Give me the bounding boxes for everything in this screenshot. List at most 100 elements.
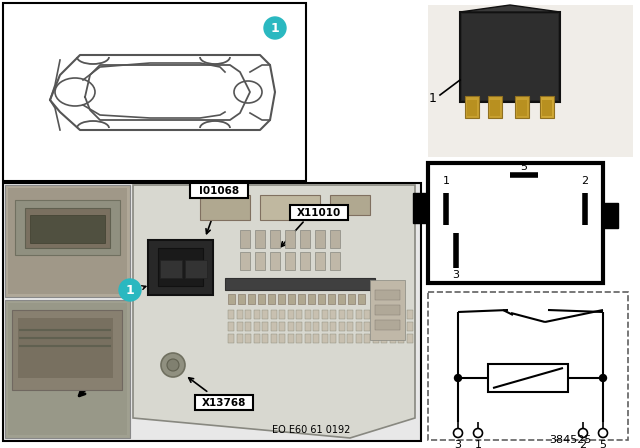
Bar [308,294,315,304]
Text: 3: 3 [454,440,461,448]
Bar [240,230,250,248]
Bar [200,195,250,220]
Bar [347,310,353,319]
Circle shape [167,359,179,371]
Bar [330,195,370,215]
Bar [245,334,251,343]
Bar [328,294,335,304]
Text: X13768: X13768 [202,397,246,408]
Bar [285,252,295,270]
Bar [3,183,421,441]
Bar [372,334,378,343]
Bar [428,163,603,283]
Bar [406,322,413,331]
Text: I01068: I01068 [199,185,239,195]
Bar [305,334,310,343]
Bar [315,230,325,248]
Bar [339,334,344,343]
Bar [240,252,250,270]
Bar [398,334,404,343]
Bar [15,200,120,255]
Bar [238,294,245,304]
Bar [428,5,633,157]
Text: 5: 5 [600,440,607,448]
Bar [398,310,404,319]
Bar [330,252,340,270]
Bar [375,290,400,300]
Bar [237,334,243,343]
Bar [364,334,370,343]
Bar [381,310,387,319]
Bar [270,252,280,270]
Bar [321,310,328,319]
Bar [375,320,400,330]
Bar [228,322,234,331]
Bar [370,280,405,340]
Bar [330,334,336,343]
Text: 1: 1 [429,91,437,104]
Bar [305,310,310,319]
Text: 2: 2 [581,176,589,186]
Bar [355,310,362,319]
Bar [515,96,529,118]
Text: X11010: X11010 [297,207,341,217]
Bar [271,334,276,343]
Circle shape [454,428,463,438]
Bar [30,215,105,243]
Bar [5,300,130,438]
Bar [428,292,628,440]
Text: 1: 1 [271,22,280,34]
Bar [25,208,110,248]
Bar [313,310,319,319]
Bar [260,195,320,220]
Bar [237,310,243,319]
Text: 1: 1 [474,440,481,448]
Bar [603,203,618,228]
Bar [390,322,396,331]
Bar [467,100,477,116]
Bar [268,294,275,304]
Bar [262,310,268,319]
Bar [228,334,234,343]
Circle shape [454,375,461,382]
Bar [271,310,276,319]
Bar [364,310,370,319]
Bar [279,310,285,319]
Bar [5,185,130,297]
Bar [225,278,375,290]
Bar [287,322,294,331]
Bar [372,310,378,319]
Bar [287,334,294,343]
Text: EO E60 61 0192: EO E60 61 0192 [271,425,350,435]
Bar [348,294,355,304]
Bar [279,322,285,331]
Bar [18,318,113,378]
Bar [278,294,285,304]
Circle shape [598,428,607,438]
Bar [285,230,295,248]
Bar [390,334,396,343]
Bar [347,322,353,331]
Bar [262,322,268,331]
Bar [406,334,413,343]
Bar [315,252,325,270]
Bar [195,395,253,410]
Bar [465,96,479,118]
Bar [406,310,413,319]
Bar [3,3,306,181]
Bar [262,334,268,343]
Circle shape [161,353,185,377]
Bar [190,183,248,198]
Bar [375,305,400,315]
Bar [279,334,285,343]
Bar [12,310,122,390]
Bar [287,310,294,319]
Bar [398,322,404,331]
Bar [381,322,387,331]
Circle shape [119,279,141,301]
Bar [288,294,295,304]
Bar [228,310,234,319]
Bar [339,322,344,331]
Bar [8,303,127,435]
Bar [313,322,319,331]
